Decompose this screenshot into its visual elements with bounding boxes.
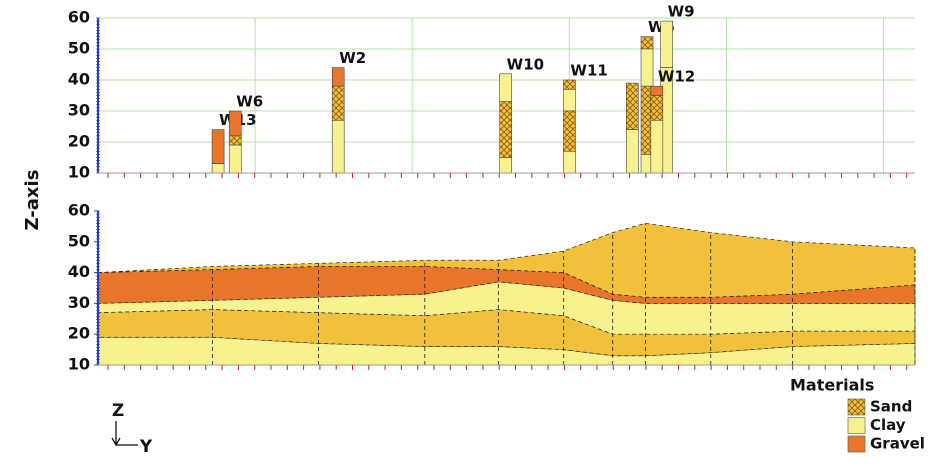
well-label: W10: [507, 55, 544, 73]
well-label: W6: [236, 93, 263, 111]
y-tick-label: 50: [68, 39, 90, 58]
well-layer: [641, 37, 653, 49]
legend-label: Gravel: [870, 435, 925, 453]
well-layer: [229, 111, 241, 136]
orientation-arrows: [112, 421, 138, 445]
well-layer: [651, 96, 663, 121]
legend-label: Sand: [870, 398, 912, 416]
well-layer: [332, 120, 344, 173]
well-layer: [332, 68, 344, 87]
legend-swatch: [848, 399, 865, 415]
well-layer: [651, 120, 663, 173]
y-tick-label: 20: [68, 324, 90, 343]
y-tick-label: 30: [68, 293, 90, 312]
well-layer: [500, 158, 512, 174]
y-tick-label: 10: [68, 163, 90, 182]
well-label: W12: [658, 68, 695, 86]
z-axis-label: Z-axis: [22, 170, 43, 231]
orientation-z: Z: [112, 401, 124, 421]
well-layer: [563, 80, 575, 89]
y-tick-label: 40: [68, 70, 90, 89]
legend-swatch: [848, 418, 865, 434]
y-tick-label: 60: [68, 8, 90, 27]
well-layer: [641, 49, 653, 86]
well-layer: [563, 111, 575, 151]
well-layer: [626, 83, 638, 130]
y-tick-label: 20: [68, 132, 90, 151]
figure: Z-axis Materials Z Y 102030405060W13W6W2…: [0, 0, 928, 475]
well-layer: [500, 74, 512, 102]
well-layer: [500, 102, 512, 158]
well-layer: [661, 21, 673, 68]
well-layer: [563, 89, 575, 111]
y-tick-label: 10: [68, 355, 90, 374]
well-layer: [626, 130, 638, 173]
well-layer: [563, 151, 575, 173]
legend-title: Materials: [790, 376, 874, 395]
well-label: W9: [668, 3, 695, 21]
well-layer: [332, 86, 344, 120]
well-label: W11: [570, 62, 607, 80]
well-label: W2: [339, 49, 366, 67]
y-tick-label: 40: [68, 262, 90, 281]
well-layer: [229, 145, 241, 173]
legend-swatch: [848, 436, 865, 452]
y-tick-label: 60: [68, 201, 90, 220]
y-tick-label: 30: [68, 101, 90, 120]
y-tick-label: 50: [68, 231, 90, 250]
orientation-y: Y: [139, 437, 153, 457]
well-layer: [212, 164, 224, 173]
well-layer: [651, 86, 663, 95]
well-layer: [212, 130, 224, 164]
legend-label: Clay: [870, 416, 906, 434]
well-layer: [229, 136, 241, 145]
